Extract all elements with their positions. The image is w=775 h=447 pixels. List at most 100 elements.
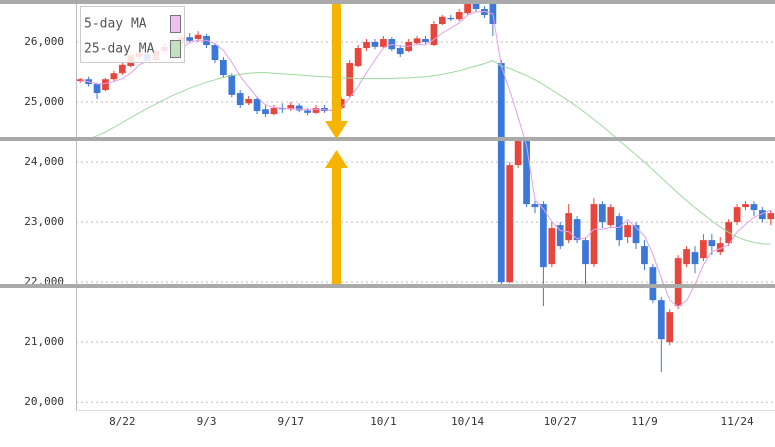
arrow-head — [325, 121, 348, 139]
highlight-band — [0, 137, 775, 141]
candle-body — [337, 99, 345, 109]
candle-body — [211, 45, 219, 61]
candle-body — [657, 300, 665, 340]
candle-body — [186, 37, 194, 41]
candle-body — [228, 75, 236, 95]
candle-body — [287, 105, 295, 110]
candle-body — [514, 141, 522, 166]
candle-body — [118, 64, 126, 74]
candle-body — [93, 84, 101, 94]
legend: 5-day MA 25-day MA — [80, 6, 185, 63]
candle-body — [76, 79, 84, 82]
x-tick-label: 11/9 — [631, 415, 658, 428]
candle-body — [245, 99, 253, 104]
moving-average-line — [88, 60, 771, 245]
candle-body — [430, 24, 438, 46]
candle-body — [590, 204, 598, 265]
highlight-band — [0, 0, 775, 4]
x-tick-label: 11/24 — [721, 415, 754, 428]
candle-body — [110, 73, 118, 80]
candle-body — [455, 12, 463, 20]
candle-body — [624, 225, 631, 238]
candle-body — [750, 204, 758, 211]
candle-body — [649, 267, 657, 301]
candle-body — [363, 42, 370, 49]
candle-body — [371, 42, 379, 47]
x-tick-label: 9/17 — [278, 415, 305, 428]
y-tick-label: 24,000 — [24, 155, 64, 168]
legend-label: 25-day MA — [84, 42, 155, 57]
candle-body — [666, 312, 674, 343]
candle-body — [548, 228, 556, 265]
candle-body — [742, 204, 749, 208]
arrow-head — [325, 150, 348, 168]
legend-swatch — [170, 15, 181, 33]
candle-body — [262, 109, 269, 115]
candle-body — [497, 63, 505, 283]
annotations — [0, 0, 775, 288]
candle-body — [716, 243, 724, 253]
candle-body — [700, 240, 707, 259]
candle-body — [270, 108, 278, 115]
legend-label: 5-day MA — [84, 17, 147, 32]
x-tick-label: 8/22 — [109, 415, 136, 428]
y-tick-label: 21,000 — [24, 335, 64, 348]
y-tick-label: 26,000 — [24, 35, 64, 48]
candle-body — [236, 93, 244, 106]
candle-body — [464, 3, 471, 14]
candle-body — [253, 99, 261, 112]
candle-body — [380, 39, 387, 47]
y-tick-label: 20,000 — [24, 395, 64, 408]
candle-body — [422, 39, 429, 43]
candle-body — [523, 141, 530, 205]
arrow-shaft — [332, 4, 341, 122]
candle-body — [615, 216, 623, 241]
candle-body — [472, 3, 480, 10]
moving-average-line — [80, 10, 771, 308]
candle-body — [540, 204, 547, 268]
candle-body — [683, 249, 690, 265]
plot-area — [76, 0, 775, 373]
candle-body — [220, 60, 227, 76]
candle-body — [481, 9, 488, 16]
candle-body — [506, 165, 514, 283]
candle-body — [674, 258, 682, 307]
candle-body — [556, 225, 564, 247]
candle-body — [758, 210, 766, 220]
candle-body — [582, 240, 589, 265]
candle-body — [733, 207, 741, 223]
candle-body — [295, 105, 303, 111]
candle-body — [598, 204, 606, 223]
candle-body — [102, 79, 109, 91]
y-tick-label: 23,000 — [24, 215, 64, 228]
candle-body — [708, 240, 716, 247]
candle-body — [531, 204, 539, 208]
legend-frame — [80, 6, 185, 63]
candle-body — [632, 225, 640, 244]
candle-body — [304, 110, 311, 113]
candle-body — [413, 38, 421, 44]
x-tick-label: 9/3 — [197, 415, 217, 428]
candle-body — [354, 48, 362, 67]
candle-body — [312, 108, 320, 113]
candle-body — [194, 34, 202, 40]
candle-body — [767, 213, 775, 220]
arrow-shaft — [332, 167, 341, 284]
y-tick-label: 25,000 — [24, 95, 64, 108]
x-tick-label: 10/14 — [451, 415, 484, 428]
candle-body — [438, 16, 446, 25]
candle-body — [278, 108, 286, 110]
candle-body — [447, 18, 455, 20]
candle-body — [346, 63, 354, 97]
legend-swatch — [170, 40, 181, 58]
candle-body — [607, 207, 615, 226]
candle-body — [396, 48, 404, 55]
highlight-band — [0, 284, 775, 288]
x-tick-label: 10/1 — [370, 415, 397, 428]
candle-body — [573, 219, 581, 241]
candle-body — [641, 246, 648, 265]
candle-body — [691, 252, 699, 265]
candle-body — [565, 213, 573, 241]
